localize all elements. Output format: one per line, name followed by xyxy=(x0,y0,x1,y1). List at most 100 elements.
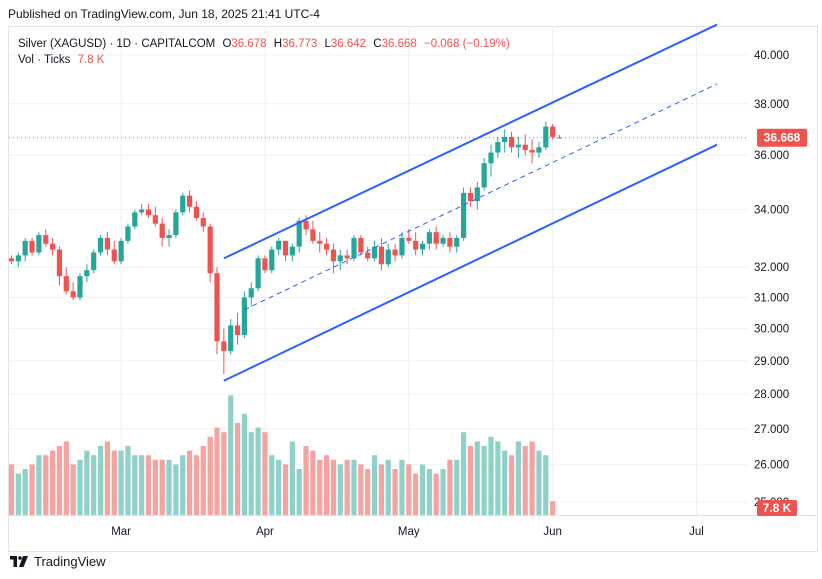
price-tick-label: 30.000 xyxy=(754,324,789,336)
time-tick-label: Jul xyxy=(689,526,704,538)
volume-bar xyxy=(50,450,56,515)
candle-body xyxy=(454,237,460,247)
volume-bar xyxy=(262,432,268,515)
price-tick-label: 26.000 xyxy=(754,460,789,472)
volume-bar xyxy=(255,427,261,515)
candle-body xyxy=(536,147,542,153)
candle-body xyxy=(214,273,220,342)
candle-body xyxy=(324,243,330,250)
candle-body xyxy=(371,246,378,259)
last-volume-label: 7.8 K xyxy=(763,501,792,515)
candle-body xyxy=(447,237,453,247)
candle-body xyxy=(248,288,254,298)
candle-body xyxy=(515,144,521,148)
legend-change: −0.068 (−0.19%) xyxy=(423,38,510,50)
volume-bar xyxy=(248,432,254,515)
candle-body xyxy=(207,226,213,274)
volume-bar xyxy=(351,459,357,515)
volume-bar xyxy=(502,450,508,515)
candle-body xyxy=(241,297,247,335)
volume-bar xyxy=(91,455,97,515)
volume-bar xyxy=(536,450,542,515)
candle-body xyxy=(330,249,337,262)
volume-bar xyxy=(200,446,206,515)
candle-body xyxy=(529,149,535,153)
legend-high-label: H xyxy=(273,38,283,50)
volume-bar xyxy=(378,464,384,515)
candle-body xyxy=(97,237,104,253)
volume-bar xyxy=(70,464,76,515)
last-price-label: 36.668 xyxy=(764,131,801,145)
candle-body xyxy=(63,276,69,292)
candle-body xyxy=(282,240,289,256)
candle-body xyxy=(145,209,152,216)
candle-body xyxy=(351,237,357,259)
volume-bar xyxy=(193,455,200,515)
candle-body xyxy=(440,237,446,244)
channel-line-upper xyxy=(223,23,718,260)
price-tick-label: 36.000 xyxy=(754,150,789,162)
candle-body xyxy=(111,249,117,262)
candle-body xyxy=(50,243,56,250)
volume-bar xyxy=(310,450,316,515)
volume-bar xyxy=(385,459,391,515)
volume-bar xyxy=(228,395,234,515)
volume-bar xyxy=(56,446,63,515)
volume-bar xyxy=(234,423,241,515)
volume-bar xyxy=(426,469,432,515)
price-tick-label: 32.000 xyxy=(754,262,789,274)
candle-body xyxy=(495,142,501,153)
channel-line-middle xyxy=(244,83,718,311)
legend-close: 36.668 xyxy=(381,38,417,50)
candle-body xyxy=(29,240,35,253)
volume-bar xyxy=(111,450,117,515)
candle-body xyxy=(385,249,391,265)
volume-bar xyxy=(337,464,343,515)
footer-branding: TradingView xyxy=(10,554,106,569)
volume-bar xyxy=(159,459,165,515)
volume-bar xyxy=(508,455,515,515)
candle-body xyxy=(221,341,227,352)
candle-body xyxy=(358,237,364,253)
volume-bar xyxy=(166,459,172,515)
candle-body xyxy=(365,252,371,259)
candle-body xyxy=(118,240,124,262)
candle-body xyxy=(159,223,165,238)
volume-bar xyxy=(474,441,480,515)
candle-body xyxy=(522,144,528,150)
volume-bar xyxy=(282,464,289,515)
volume-bar xyxy=(36,455,42,515)
volume-bar xyxy=(413,473,419,515)
volume-bar xyxy=(180,455,186,515)
time-tick-label: Mar xyxy=(111,526,131,538)
candle-body xyxy=(193,206,200,218)
candle-body xyxy=(15,255,21,262)
price-tick-label: 40.000 xyxy=(754,50,789,62)
legend-ohlc-row: Silver (XAGUSD) · 1D · CAPITALCOM O36.67… xyxy=(18,36,510,52)
legend-volume-label: Vol · Ticks xyxy=(18,54,71,66)
volume-bar xyxy=(132,455,138,515)
volume-bar xyxy=(419,464,426,515)
chart-legend: Silver (XAGUSD) · 1D · CAPITALCOM O36.67… xyxy=(18,36,510,68)
chart-frame xyxy=(8,26,818,552)
volume-bar xyxy=(433,473,439,515)
volume-bar xyxy=(43,455,49,515)
volume-bar xyxy=(543,455,549,515)
volume-bar xyxy=(29,464,35,515)
candle-body xyxy=(413,240,419,250)
volume-bar xyxy=(399,459,405,515)
legend-low: 36.642 xyxy=(330,38,367,50)
candle-body xyxy=(317,240,323,244)
candle-body xyxy=(139,209,145,213)
tradingview-logo-icon xyxy=(10,556,28,567)
time-tick-label: Jun xyxy=(543,526,562,538)
price-tick-label: 34.000 xyxy=(754,205,789,217)
candle-body xyxy=(276,240,282,250)
volume-bar xyxy=(296,469,302,515)
legend-symbol: Silver (XAGUSD) · 1D · CAPITALCOM xyxy=(18,38,216,50)
volume-bar xyxy=(529,441,535,515)
candle-body xyxy=(289,246,295,256)
volume-bar xyxy=(63,441,69,515)
candle-body xyxy=(467,192,474,202)
